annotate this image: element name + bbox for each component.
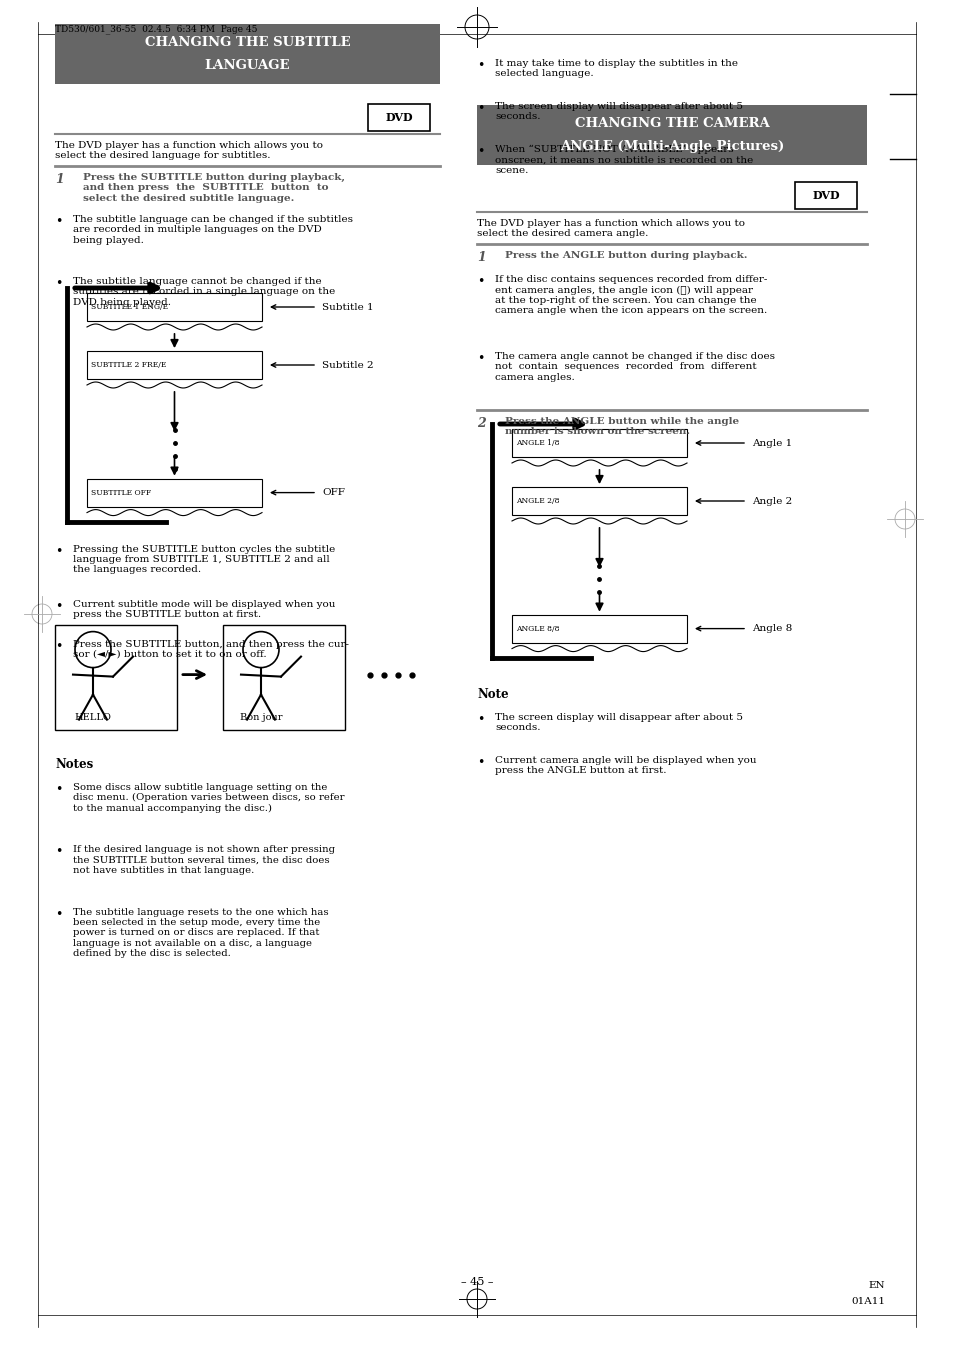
Bar [223, 625, 345, 730]
Text: •: • [476, 755, 484, 769]
Text: SUBTITLE OFF: SUBTITLE OFF [91, 488, 151, 496]
Text: •: • [476, 103, 484, 115]
Text: ANGLE 8/8: ANGLE 8/8 [516, 625, 558, 633]
Text: 1: 1 [476, 251, 485, 264]
Text: •: • [55, 277, 62, 290]
Text: CHANGING THE CAMERA: CHANGING THE CAMERA [574, 117, 768, 130]
Text: The subtitle language cannot be changed if the
subtitles are recorded in a singl: The subtitle language cannot be changed … [73, 277, 335, 306]
Text: Subtitle 1: Subtitle 1 [322, 302, 374, 312]
Text: 1: 1 [55, 173, 64, 186]
Text: The subtitle language resets to the one which has
been selected in the setup mod: The subtitle language resets to the one … [73, 908, 328, 958]
Bar [794, 182, 856, 209]
Text: If the disc contains sequences recorded from differ-
ent camera angles, the angl: If the disc contains sequences recorded … [495, 275, 766, 316]
Text: ANGLE 1/8: ANGLE 1/8 [516, 438, 558, 447]
Text: ANGLE 2/8: ANGLE 2/8 [516, 496, 558, 505]
Text: The screen display will disappear after about 5
seconds.: The screen display will disappear after … [495, 103, 742, 121]
Text: SUBTITLE 2 FRE/E: SUBTITLE 2 FRE/E [91, 362, 166, 370]
Text: •: • [476, 144, 484, 158]
Text: Note: Note [476, 688, 508, 700]
Text: DVD: DVD [385, 112, 413, 123]
Text: •: • [55, 545, 62, 557]
Text: CHANGING THE SUBTITLE: CHANGING THE SUBTITLE [145, 36, 350, 49]
Text: DVD: DVD [811, 190, 839, 201]
Text: •: • [476, 275, 484, 287]
Text: ANGLE (Multi-Angle Pictures): ANGLE (Multi-Angle Pictures) [559, 140, 783, 152]
Text: Subtitle 2: Subtitle 2 [322, 360, 374, 370]
Bar [55, 24, 439, 84]
Text: Pressing the SUBTITLE button cycles the subtitle
language from SUBTITLE 1, SUBTI: Pressing the SUBTITLE button cycles the … [73, 545, 335, 575]
Bar [87, 293, 262, 321]
Bar [87, 351, 262, 379]
Text: •: • [476, 712, 484, 726]
Text: •: • [55, 214, 62, 228]
Text: – 45 –: – 45 – [460, 1278, 493, 1287]
Text: •: • [55, 782, 62, 796]
Text: Press the ANGLE button while the angle
number is shown on the screen.: Press the ANGLE button while the angle n… [504, 417, 739, 436]
Text: EN: EN [867, 1282, 884, 1290]
Text: LANGUAGE: LANGUAGE [205, 59, 290, 71]
Bar [87, 479, 262, 507]
Text: HELLO: HELLO [74, 712, 112, 722]
Bar [368, 104, 430, 131]
Text: Angle 2: Angle 2 [751, 496, 791, 506]
Text: The DVD player has a function which allows you to
select the desired language fo: The DVD player has a function which allo… [55, 142, 323, 161]
Text: It may take time to display the subtitles in the
selected language.: It may take time to display the subtitle… [495, 59, 738, 78]
Text: Notes: Notes [55, 758, 93, 770]
Text: 2: 2 [476, 417, 485, 430]
Text: •: • [55, 599, 62, 612]
Text: Press the SUBTITLE button, and then press the cur-
sor (◄/►) button to set it to: Press the SUBTITLE button, and then pres… [73, 639, 349, 660]
Text: Current subtitle mode will be displayed when you
press the SUBTITLE button at fi: Current subtitle mode will be displayed … [73, 599, 335, 619]
Text: Press the SUBTITLE button during playback,
and then press  the  SUBTITLE  button: Press the SUBTITLE button during playbac… [83, 173, 345, 202]
Text: The DVD player has a function which allows you to
select the desired camera angl: The DVD player has a function which allo… [476, 219, 744, 239]
Text: TD530/601_36-55  02.4.5  6:34 PM  Page 45: TD530/601_36-55 02.4.5 6:34 PM Page 45 [55, 24, 257, 34]
Text: •: • [476, 59, 484, 71]
Text: The screen display will disappear after about 5
seconds.: The screen display will disappear after … [495, 712, 742, 733]
Text: The subtitle language can be changed if the subtitles
are recorded in multiple l: The subtitle language can be changed if … [73, 214, 353, 244]
Text: 01A11: 01A11 [850, 1296, 884, 1306]
Text: Some discs allow subtitle language setting on the
disc menu. (Operation varies b: Some discs allow subtitle language setti… [73, 782, 344, 812]
Text: Press the ANGLE button during playback.: Press the ANGLE button during playback. [504, 251, 747, 260]
Bar [476, 105, 866, 165]
Text: OFF: OFF [322, 488, 345, 496]
Text: •: • [55, 844, 62, 858]
Text: Bon jour: Bon jour [239, 712, 282, 722]
Text: •: • [476, 352, 484, 366]
Bar [512, 487, 686, 515]
Text: If the desired language is not shown after pressing
the SUBTITLE button several : If the desired language is not shown aft… [73, 844, 335, 876]
Text: Angle 8: Angle 8 [751, 625, 791, 633]
Text: When “SUBTITLE NOT AVAILABLE” appears
onscreen, it means no subtitle is recorded: When “SUBTITLE NOT AVAILABLE” appears on… [495, 144, 753, 175]
Text: Current camera angle will be displayed when you
press the ANGLE button at first.: Current camera angle will be displayed w… [495, 755, 756, 774]
Bar [512, 429, 686, 457]
Text: The camera angle cannot be changed if the disc does
not  contain  sequences  rec: The camera angle cannot be changed if th… [495, 352, 774, 382]
Bar [512, 615, 686, 642]
Text: SUBTITLE 1 ENG/E: SUBTITLE 1 ENG/E [91, 304, 168, 312]
Text: Angle 1: Angle 1 [751, 438, 791, 448]
Text: •: • [55, 639, 62, 653]
Text: •: • [55, 908, 62, 920]
Bar [55, 625, 177, 730]
